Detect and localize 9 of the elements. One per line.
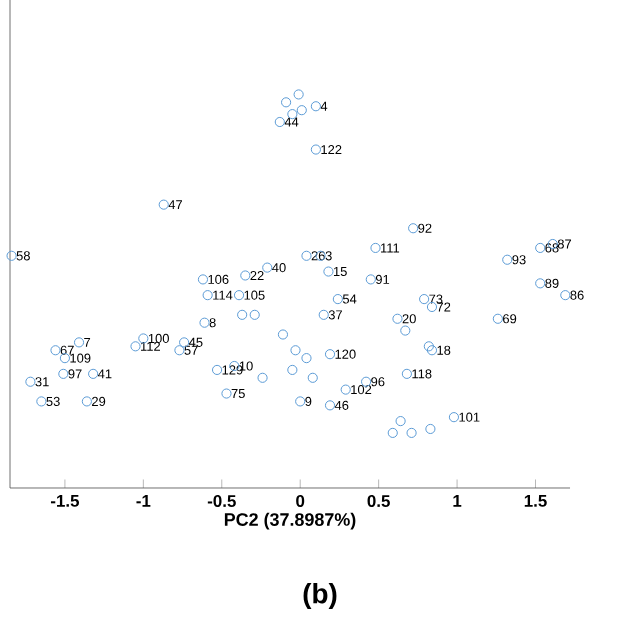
x-tick-label: -0.5: [207, 495, 236, 508]
x-axis-title: PC2 (37.8987%): [224, 512, 356, 530]
x-tick-label: 0.5: [367, 495, 390, 508]
x-tick-label: 0: [296, 495, 305, 508]
x-tick-label: -1.5: [50, 495, 80, 507]
text: (b): [303, 582, 337, 609]
x-tick-label: -1: [136, 495, 151, 507]
x-tick-label: 1: [453, 495, 462, 507]
x-tick-label: 1.5: [524, 495, 547, 507]
